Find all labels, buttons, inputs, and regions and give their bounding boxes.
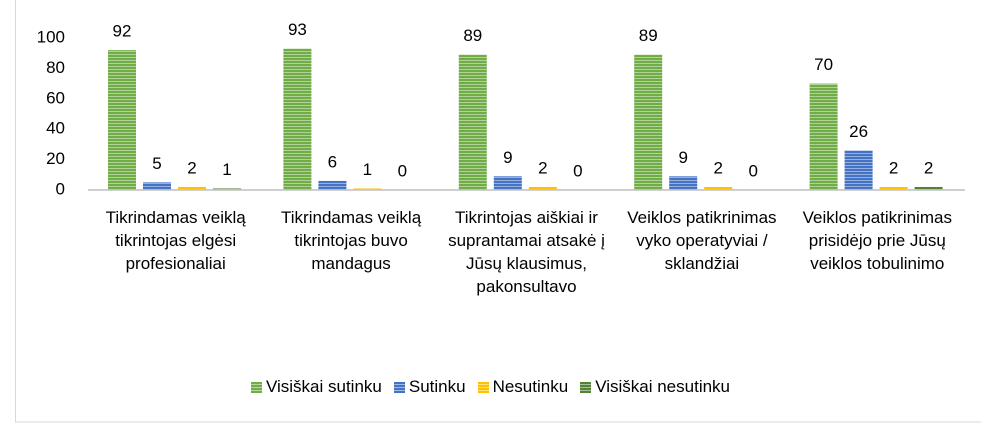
x-tick-label: Tikrintojas aiškiai ir suprantamai atsak…: [448, 208, 605, 296]
bar: [669, 176, 698, 190]
data-label: 0: [398, 161, 407, 180]
y-tick-label: 0: [56, 179, 65, 198]
bar: [353, 188, 382, 190]
data-label: 2: [538, 158, 547, 177]
bar: [879, 186, 908, 190]
bar: [704, 186, 733, 190]
y-tick-label: 60: [46, 88, 65, 107]
bar: [283, 48, 312, 190]
bar: [844, 150, 873, 190]
data-label: 2: [924, 158, 933, 177]
data-label: 5: [152, 154, 161, 173]
data-label: 2: [713, 158, 722, 177]
bar: [318, 180, 347, 190]
legend-label: Nesutinku: [492, 377, 569, 396]
data-label: 2: [889, 158, 898, 177]
data-label: 93: [288, 20, 307, 39]
bar: [634, 54, 663, 190]
data-label: 70: [814, 55, 833, 74]
data-label: 9: [678, 148, 687, 167]
bar: [493, 176, 522, 190]
data-label: 89: [463, 26, 482, 45]
bar: [143, 182, 171, 190]
data-label: 89: [639, 26, 658, 45]
x-tick-label: Veiklos patikrinimas prisidėjo prie Jūsų…: [802, 208, 952, 273]
data-label: 0: [748, 161, 757, 180]
legend: Visiškai sutinku Sutinku Nesutinku Visiškai…: [0, 377, 981, 397]
data-label: 26: [849, 122, 868, 141]
x-tick-label: Veiklos patikrinimas vyko operatyviai / …: [627, 208, 777, 273]
x-tick-label: Tikrindamas veiklą tikrintojas buvo mand…: [281, 208, 422, 273]
legend-label: Sutinku: [408, 377, 466, 396]
legend-item: Sutinku: [393, 377, 466, 397]
legend-swatch: [477, 382, 489, 393]
legend-label: Visiškai sutinku: [265, 377, 382, 396]
x-tick-label: Tikrindamas veiklą tikrintojas elgėsi pr…: [105, 208, 246, 273]
legend-item: Nesutinku: [477, 377, 569, 397]
data-label: 2: [187, 158, 196, 177]
legend-swatch: [250, 382, 262, 393]
y-tick-label: 20: [46, 149, 65, 168]
legend-label: Visiškai nesutinku: [595, 377, 731, 396]
bar: [914, 186, 943, 190]
data-label: 1: [363, 160, 372, 179]
data-label: 1: [222, 160, 231, 179]
y-tick-label: 100: [37, 27, 65, 46]
data-label: 9: [503, 148, 512, 167]
data-label: 6: [328, 152, 337, 171]
legend-swatch: [580, 382, 592, 393]
chart-frame: [15, 0, 981, 423]
bar: [458, 54, 487, 190]
bar: [108, 50, 136, 190]
bar: [178, 186, 206, 190]
legend-swatch: [393, 382, 405, 393]
bar: [528, 186, 557, 190]
y-tick-label: 80: [46, 58, 65, 77]
data-label: 92: [113, 22, 132, 41]
legend-item: Visiškai sutinku: [250, 377, 382, 397]
data-label: 0: [573, 161, 582, 180]
bar: [213, 188, 241, 190]
y-tick-label: 40: [46, 119, 65, 138]
bar: [809, 83, 838, 190]
legend-item: Visiškai nesutinku: [580, 377, 730, 397]
